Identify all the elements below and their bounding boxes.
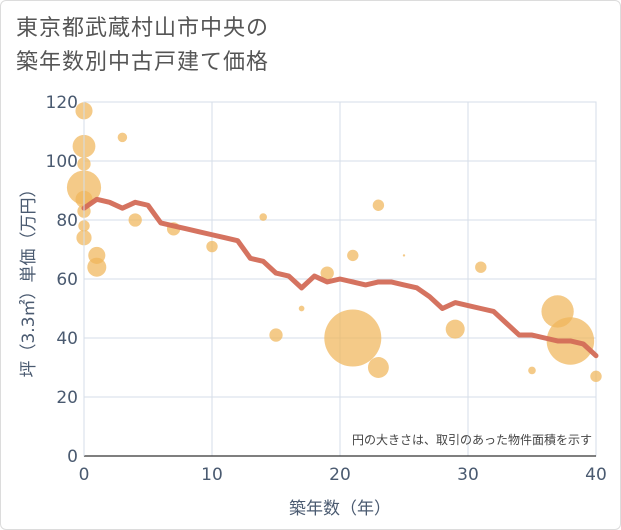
size-annotation: 円の大きさは、取引のあった物件面積を示す <box>352 432 592 447</box>
x-axis-title: 築年数（年） <box>289 499 391 519</box>
y-tick-label: 0 <box>67 447 78 467</box>
data-bubble <box>324 309 382 367</box>
data-bubble <box>367 357 389 378</box>
data-bubble <box>445 319 465 339</box>
data-bubble <box>528 366 536 375</box>
chart-title: 東京都武蔵村山市中央の 築年数別中古戸建て価格 <box>16 12 269 80</box>
data-bubble <box>269 328 283 342</box>
data-bubble <box>128 213 142 227</box>
x-tick-label: 30 <box>457 465 479 485</box>
x-tick-label: 0 <box>79 465 90 485</box>
data-bubble <box>87 257 107 277</box>
data-bubble <box>117 132 128 143</box>
data-bubble <box>259 213 268 221</box>
data-bubble <box>206 240 218 253</box>
data-bubble <box>372 199 385 211</box>
trend-line <box>81 196 599 359</box>
data-bubble <box>590 370 602 383</box>
y-axis-title: 坪（3.3㎡）単価（万円） <box>19 180 39 377</box>
y-tick-label: 60 <box>56 270 78 290</box>
data-bubble <box>347 249 359 262</box>
y-tick-label: 80 <box>56 211 78 231</box>
data-bubble <box>475 261 487 273</box>
y-tick-label: 20 <box>56 388 78 408</box>
data-bubble <box>402 254 406 257</box>
x-tick-label: 10 <box>201 465 223 485</box>
x-tick-label: 20 <box>329 465 351 485</box>
data-bubble <box>320 266 334 280</box>
y-tick-label: 120 <box>46 93 78 113</box>
chart-title-line2: 築年数別中古戸建て価格 <box>16 50 270 75</box>
x-tick-label: 40 <box>585 465 607 485</box>
y-tick-label: 40 <box>56 329 78 349</box>
data-bubble <box>298 305 305 312</box>
y-tick-label: 100 <box>46 152 78 172</box>
chart-title-line1: 東京都武蔵村山市中央の <box>16 16 270 41</box>
